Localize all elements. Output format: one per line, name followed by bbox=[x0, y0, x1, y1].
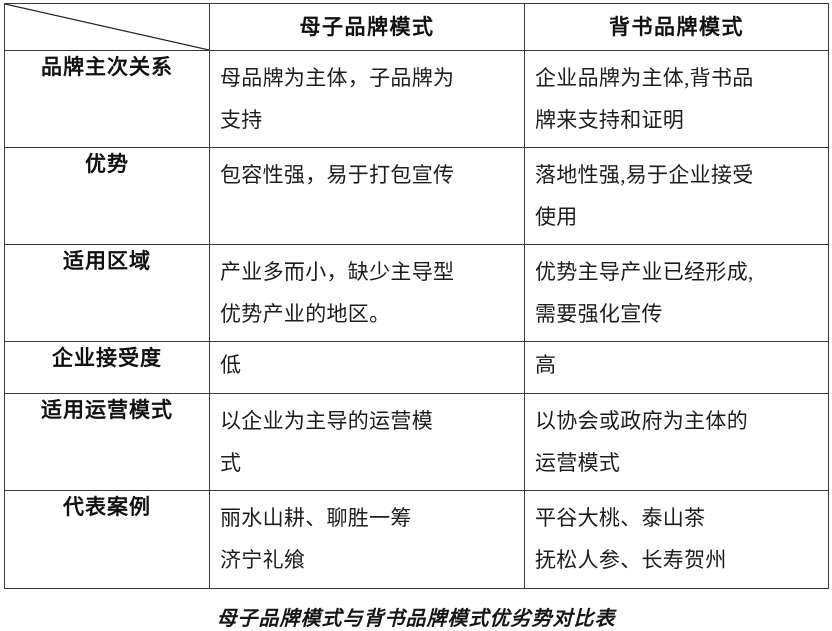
cell-line: 式 bbox=[220, 451, 242, 475]
cell-content: 丽水山耕、聊胜一筹 济宁礼飨 bbox=[210, 491, 524, 587]
cell-line: 平谷大桃、泰山茶 bbox=[535, 506, 706, 530]
cell-mother-child-representative-cases: 丽水山耕、聊胜一筹 济宁礼飨 bbox=[209, 490, 525, 589]
cell-content: 包容性强，易于打包宣传 bbox=[210, 148, 524, 202]
cell-line: 以协会或政府为主体的 bbox=[535, 409, 748, 433]
cell-line: 支持 bbox=[220, 108, 263, 132]
cell-endorsement-enterprise-acceptance: 高 bbox=[524, 341, 829, 394]
cell-content: 母品牌为主体，子品牌为 支持 bbox=[210, 51, 524, 147]
cell-line: 包容性强，易于打包宣传 bbox=[220, 163, 455, 187]
cell-line: 产业多而小，缺少主导型 bbox=[220, 260, 455, 284]
cell-line: 优势主导产业已经形成, bbox=[535, 260, 754, 284]
cell-line: 使用 bbox=[535, 205, 578, 229]
table-row: 优势 包容性强，易于打包宣传 落地性强,易于企业接受 使用 bbox=[4, 147, 829, 245]
table-row: 适用区域 产业多而小，缺少主导型 优势产业的地区。 优势主导产业已经形成, 需要… bbox=[4, 244, 829, 342]
row-label-text: 代表案例 bbox=[63, 495, 151, 519]
cell-content: 以企业为主导的运营模 式 bbox=[210, 394, 524, 490]
cell-line: 运营模式 bbox=[535, 451, 621, 475]
cell-line: 母品牌为主体，子品牌为 bbox=[220, 66, 455, 90]
cell-content: 优势主导产业已经形成, 需要强化宣传 bbox=[525, 245, 828, 341]
row-label-brand-relationship: 品牌主次关系 bbox=[4, 50, 210, 148]
cell-line: 优势产业的地区。 bbox=[220, 302, 391, 326]
table-row: 企业接受度 低 高 bbox=[4, 341, 829, 394]
cell-content: 以协会或政府为主体的 运营模式 bbox=[525, 394, 828, 490]
row-label-enterprise-acceptance: 企业接受度 bbox=[4, 341, 210, 394]
row-label-operating-model: 适用运营模式 bbox=[4, 393, 210, 491]
row-label-text: 企业接受度 bbox=[52, 346, 162, 370]
cell-mother-child-advantages: 包容性强，易于打包宣传 bbox=[209, 147, 525, 245]
table-row: 适用运营模式 以企业为主导的运营模 式 以协会或政府为主体的 运营模式 bbox=[4, 393, 829, 491]
cell-mother-child-brand-relationship: 母品牌为主体，子品牌为 支持 bbox=[209, 50, 525, 148]
column-header-endorsement: 背书品牌模式 bbox=[524, 3, 829, 51]
cell-line: 抚松人参、长寿贺州 bbox=[535, 548, 727, 572]
cell-endorsement-advantages: 落地性强,易于企业接受 使用 bbox=[524, 147, 829, 245]
document-page: 母子品牌模式 背书品牌模式 品牌主次关系 母品牌为主体，子品牌为 支持 企业品牌… bbox=[0, 3, 832, 630]
cell-line: 高 bbox=[535, 353, 557, 377]
row-label-text: 适用区域 bbox=[63, 249, 151, 273]
cell-line: 丽水山耕、聊胜一筹 bbox=[220, 506, 412, 530]
cell-content: 高 bbox=[525, 342, 828, 393]
cell-line: 低 bbox=[220, 353, 242, 377]
row-label-advantages: 优势 bbox=[4, 147, 210, 245]
table-row: 代表案例 丽水山耕、聊胜一筹 济宁礼飨 平谷大桃、泰山茶 抚松人参、长寿贺州 bbox=[4, 490, 829, 589]
table-corner-cell bbox=[4, 3, 210, 51]
row-label-text: 品牌主次关系 bbox=[41, 55, 173, 79]
cell-content: 低 bbox=[210, 342, 524, 393]
row-label-representative-cases: 代表案例 bbox=[4, 490, 210, 589]
cell-endorsement-representative-cases: 平谷大桃、泰山茶 抚松人参、长寿贺州 bbox=[524, 490, 829, 589]
cell-line: 落地性强,易于企业接受 bbox=[535, 163, 754, 187]
cell-line: 济宁礼飨 bbox=[220, 548, 306, 572]
cell-line: 以企业为主导的运营模 bbox=[220, 409, 433, 433]
cell-endorsement-operating-model: 以协会或政府为主体的 运营模式 bbox=[524, 393, 829, 491]
cell-line: 牌来支持和证明 bbox=[535, 108, 685, 132]
table-header-row: 母子品牌模式 背书品牌模式 bbox=[4, 3, 829, 51]
cell-content: 落地性强,易于企业接受 使用 bbox=[525, 148, 828, 244]
cell-endorsement-applicable-region: 优势主导产业已经形成, 需要强化宣传 bbox=[524, 244, 829, 342]
diagonal-divider-icon bbox=[5, 4, 209, 50]
column-header-mother-child: 母子品牌模式 bbox=[209, 3, 525, 51]
cell-content: 企业品牌为主体,背书品 牌来支持和证明 bbox=[525, 51, 828, 147]
cell-content: 产业多而小，缺少主导型 优势产业的地区。 bbox=[210, 245, 524, 341]
cell-mother-child-operating-model: 以企业为主导的运营模 式 bbox=[209, 393, 525, 491]
cell-mother-child-enterprise-acceptance: 低 bbox=[209, 341, 525, 394]
cell-mother-child-applicable-region: 产业多而小，缺少主导型 优势产业的地区。 bbox=[209, 244, 525, 342]
cell-content: 平谷大桃、泰山茶 抚松人参、长寿贺州 bbox=[525, 491, 828, 587]
cell-line: 需要强化宣传 bbox=[535, 302, 663, 326]
table-row: 品牌主次关系 母品牌为主体，子品牌为 支持 企业品牌为主体,背书品 牌来支持和证… bbox=[4, 50, 829, 148]
comparison-table: 母子品牌模式 背书品牌模式 品牌主次关系 母品牌为主体，子品牌为 支持 企业品牌… bbox=[4, 3, 829, 589]
cell-line: 企业品牌为主体,背书品 bbox=[535, 66, 754, 90]
row-label-text: 适用运营模式 bbox=[41, 398, 173, 422]
cell-endorsement-brand-relationship: 企业品牌为主体,背书品 牌来支持和证明 bbox=[524, 50, 829, 148]
row-label-applicable-region: 适用区域 bbox=[4, 244, 210, 342]
row-label-text: 优势 bbox=[85, 152, 129, 176]
table-caption: 母子品牌模式与背书品牌模式优劣势对比表 bbox=[216, 608, 616, 630]
